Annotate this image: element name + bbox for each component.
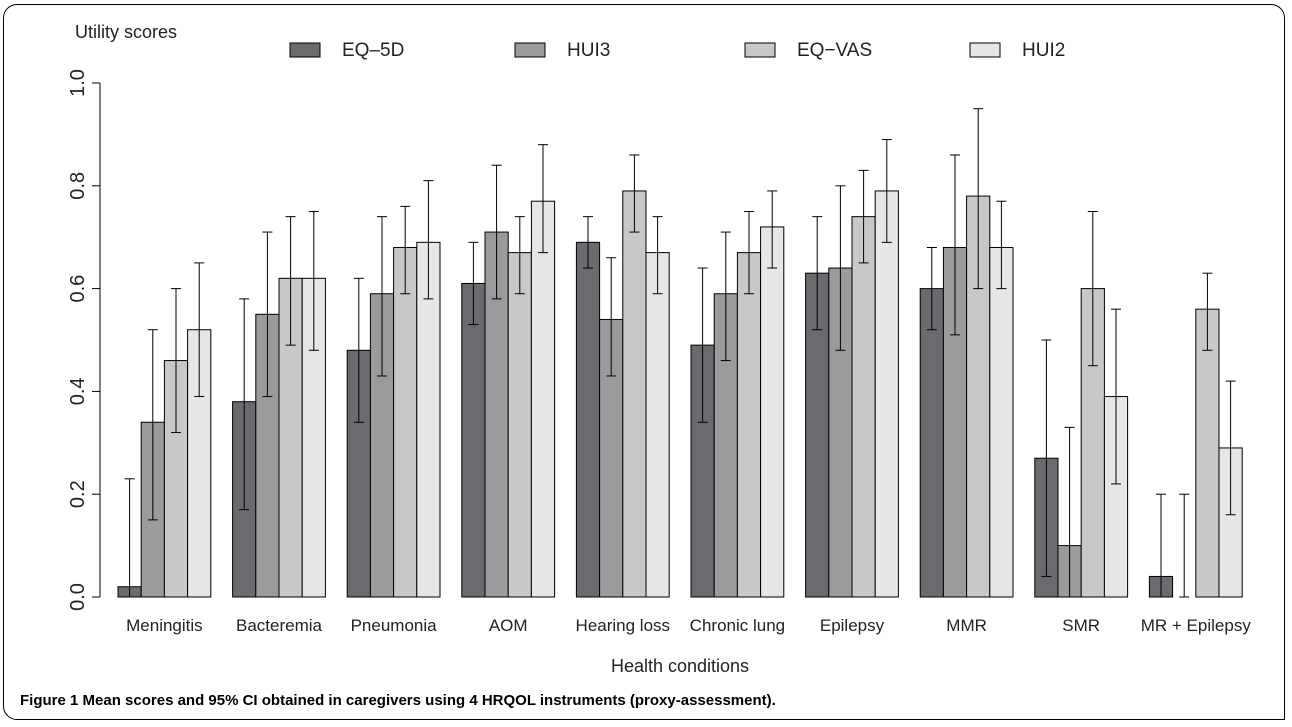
bar — [645, 252, 670, 598]
bar — [874, 190, 899, 598]
x-tick-label: AOM — [489, 616, 528, 635]
bar — [851, 216, 876, 598]
legend-label: HUI2 — [1022, 40, 1065, 61]
x-tick-label: Meningitis — [126, 616, 203, 635]
y-axis-label: Utility scores — [75, 22, 177, 42]
x-tick-label: SMR — [1062, 616, 1100, 635]
bar — [919, 288, 944, 598]
x-tick-label: Pneumonia — [351, 616, 438, 635]
legend-swatch — [969, 42, 1001, 58]
bar — [575, 241, 601, 598]
x-tick-label: Bacteremia — [236, 616, 323, 635]
bar — [760, 226, 785, 598]
legend-label: HUI3 — [567, 40, 610, 61]
figure-frame — [3, 4, 1285, 720]
bar — [622, 190, 647, 598]
bar — [530, 200, 556, 598]
caption-lead: Figure 1 — [20, 692, 79, 709]
caption-text: Mean scores and 95% CI obtained in careg… — [78, 692, 776, 709]
bar — [461, 282, 486, 598]
x-tick-label: Hearing loss — [576, 616, 671, 635]
bar — [736, 252, 762, 598]
bar — [1195, 308, 1220, 598]
y-tick-label: 0.4 — [67, 377, 89, 405]
chart-bars — [117, 108, 1243, 598]
x-tick-label: MR + Epilepsy — [1141, 616, 1252, 635]
bar — [989, 246, 1014, 598]
y-tick-label: 0.8 — [67, 172, 89, 200]
legend-label: EQ−VAS — [797, 40, 872, 61]
x-axis-label: Health conditions — [611, 656, 749, 676]
bar-chart: 0.0 0.2 0.4 0.6 0.8 1.0 Meningitis Bacteremia Pn… — [67, 22, 1251, 676]
y-tick-label: 0.0 — [67, 583, 89, 611]
legend-swatch — [514, 42, 546, 58]
legend-label: EQ–5D — [342, 40, 404, 61]
x-tick-label: Chronic lung — [690, 616, 785, 635]
y-tick-label: 0.2 — [67, 480, 89, 508]
chart-axes: 0.0 0.2 0.4 0.6 0.8 1.0 Meningitis Bacteremia Pn… — [67, 69, 1251, 635]
chart-legend: EQ–5D HUI3 EQ−VAS HUI2 — [289, 40, 1065, 61]
bar — [393, 246, 418, 598]
legend-swatch — [744, 42, 776, 58]
y-tick-label: 1.0 — [67, 69, 89, 97]
legend-swatch — [289, 42, 321, 58]
bar — [507, 252, 532, 598]
x-tick-label: MMR — [946, 616, 987, 635]
figure-caption: Figure 1 Mean scores and 95% CI obtained… — [20, 692, 776, 709]
x-tick-label: Epilepsy — [820, 616, 885, 635]
y-tick-label: 0.6 — [67, 275, 89, 303]
